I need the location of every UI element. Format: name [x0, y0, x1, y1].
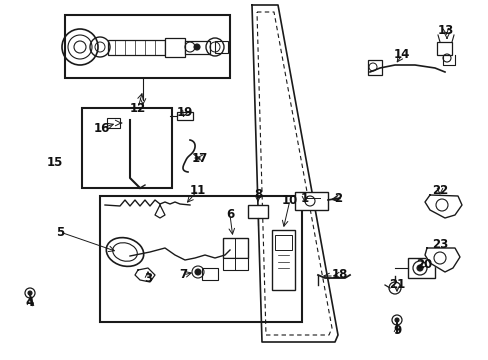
Text: 12: 12 — [130, 102, 146, 114]
Bar — [100, 196, 302, 322]
Bar — [367, 60, 381, 75]
Polygon shape — [424, 195, 461, 218]
Text: 13: 13 — [437, 23, 453, 36]
Text: 23: 23 — [431, 238, 447, 252]
Bar — [107, 118, 120, 128]
Text: 14: 14 — [393, 49, 409, 62]
Bar — [164, 38, 184, 57]
Text: 6: 6 — [225, 208, 234, 221]
Bar — [184, 41, 209, 54]
Text: 9: 9 — [392, 324, 400, 337]
Bar — [82, 108, 172, 188]
Bar — [202, 268, 218, 280]
Bar — [247, 205, 267, 218]
Bar — [215, 41, 227, 53]
Circle shape — [416, 265, 422, 271]
Bar — [436, 42, 451, 55]
Ellipse shape — [106, 238, 143, 266]
Circle shape — [195, 269, 201, 275]
Text: 18: 18 — [331, 269, 347, 282]
Text: 3: 3 — [143, 271, 152, 284]
Bar — [65, 15, 229, 78]
Text: 2: 2 — [333, 192, 342, 204]
Circle shape — [194, 44, 200, 50]
Text: 17: 17 — [191, 152, 208, 165]
Text: 11: 11 — [189, 184, 206, 197]
Text: 15: 15 — [47, 156, 63, 168]
Text: 22: 22 — [431, 184, 447, 197]
Ellipse shape — [112, 243, 137, 261]
Bar — [223, 258, 247, 270]
Text: 7: 7 — [179, 269, 187, 282]
Circle shape — [28, 291, 32, 295]
Text: 20: 20 — [415, 258, 431, 271]
Text: 1: 1 — [300, 192, 308, 204]
Text: 16: 16 — [94, 122, 110, 135]
Circle shape — [394, 318, 398, 322]
Bar — [407, 258, 434, 278]
Bar — [271, 230, 294, 290]
Bar — [223, 238, 247, 258]
Text: 5: 5 — [56, 225, 64, 238]
Text: 4: 4 — [26, 296, 34, 309]
Bar — [274, 235, 291, 250]
Text: 8: 8 — [253, 189, 262, 202]
Bar — [294, 192, 327, 210]
Bar — [177, 112, 193, 120]
Text: 21: 21 — [388, 279, 404, 292]
Polygon shape — [424, 248, 459, 272]
Bar — [108, 40, 164, 55]
Text: 19: 19 — [177, 105, 193, 118]
Text: 10: 10 — [281, 194, 298, 207]
